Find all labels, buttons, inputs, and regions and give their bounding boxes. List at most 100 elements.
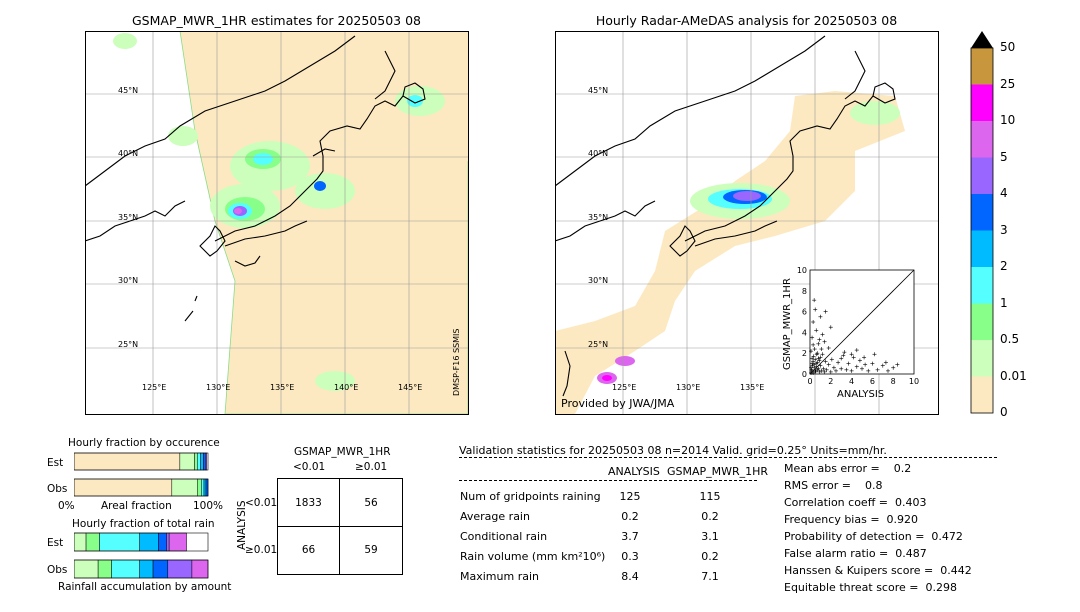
scatter-point xyxy=(883,360,888,365)
scatter-point xyxy=(857,358,862,363)
fraction-segment xyxy=(85,532,100,552)
scatter-point xyxy=(817,358,822,363)
fraction-segment xyxy=(152,559,169,579)
scatter-x-tick: 10 xyxy=(909,377,919,386)
validation-row-label: Rain volume (mm km²10⁶) xyxy=(460,550,606,563)
scatter-point xyxy=(811,370,816,375)
scatter-point xyxy=(812,298,817,303)
scatter-x-tick: 4 xyxy=(849,377,854,386)
fraction-segment xyxy=(194,452,198,471)
scatter-point xyxy=(824,367,829,372)
scatter-point xyxy=(842,350,847,355)
scatter-point xyxy=(821,366,826,371)
scatter-point xyxy=(831,365,836,370)
fraction-segment xyxy=(166,532,170,552)
fraction-segment xyxy=(97,559,112,579)
colorbar-segment xyxy=(971,194,993,231)
left-lon-label: 145°E xyxy=(398,383,423,392)
validation-header: Validation statistics for 20250503 08 n=… xyxy=(459,444,887,457)
validation-gsmap-value: 3.1 xyxy=(701,530,719,543)
validation-score: Equitable threat score = 0.298 xyxy=(784,581,957,594)
fraction-segment xyxy=(201,478,205,497)
scatter-point xyxy=(820,332,825,337)
fraction-segment xyxy=(200,452,204,471)
left-lon-label: 140°E xyxy=(334,383,359,392)
colorbar-label: 3 xyxy=(1000,222,1008,237)
left-lat-label: 45°N xyxy=(118,86,139,95)
scatter-point xyxy=(828,369,833,374)
scatter-point xyxy=(826,346,831,350)
scatter-point xyxy=(891,365,896,370)
occurrence-est-label: Est xyxy=(47,457,64,469)
validation-row-label: Average rain xyxy=(460,510,530,523)
rain-est-label: Est xyxy=(47,537,64,549)
scatter-point xyxy=(828,325,833,330)
colorbar-label: 2 xyxy=(1000,259,1008,273)
scatter-point xyxy=(811,320,816,324)
scatter-point xyxy=(834,368,838,373)
fraction-segment xyxy=(191,559,209,579)
colorbar-label: 50 xyxy=(1000,40,1016,54)
colorbar-label: 1 xyxy=(1000,295,1008,310)
scatter-point xyxy=(826,362,831,367)
right-lon-label: 130°E xyxy=(676,383,701,392)
scatter-x-tick: 8 xyxy=(891,377,896,386)
left-lat-label: 30°N xyxy=(118,276,139,285)
validation-score: Mean abs error = 0.2 xyxy=(784,462,912,475)
rain-fraction-title: Hourly fraction of total rain xyxy=(72,518,215,530)
contingency-col-label: ≥0.01 xyxy=(355,461,388,473)
occurrence-xlabel: Areal fraction xyxy=(101,500,172,512)
left-lat-label: 35°N xyxy=(118,213,139,222)
colorbar-label: 4 xyxy=(1000,186,1008,200)
scatter-y-tick: 6 xyxy=(802,308,807,317)
scatter-point xyxy=(860,366,864,371)
right-lat-label: 45°N xyxy=(588,86,609,95)
fraction-segment xyxy=(168,532,187,552)
scatter-point xyxy=(817,369,822,374)
scatter-x-tick: 0 xyxy=(807,377,812,386)
scatter-plot: 00 2 2 4 4 6 6 8 8 10 10 xyxy=(797,266,919,386)
scatter-point xyxy=(809,365,814,370)
contingency-col-label: <0.01 xyxy=(293,461,326,473)
validation-score: Correlation coeff = 0.403 xyxy=(784,496,927,509)
validation-divider xyxy=(459,480,757,481)
colorbar-segment xyxy=(971,267,993,304)
scatter-point xyxy=(866,368,871,373)
scatter-y-tick: 10 xyxy=(797,266,807,275)
validation-analysis-value: 0.3 xyxy=(621,550,639,563)
validation-score: Hanssen & Kuipers score = 0.442 xyxy=(784,564,972,577)
scatter-point xyxy=(829,357,834,362)
scatter-point xyxy=(815,360,820,365)
left-lat-label: 25°N xyxy=(118,340,139,349)
contingency-title: GSMAP_MWR_1HR xyxy=(294,446,391,458)
scatter-point xyxy=(809,349,814,354)
scatter-point xyxy=(839,356,844,361)
fraction-bar-frame xyxy=(74,452,209,471)
scatter-y-tick: 2 xyxy=(802,349,807,358)
validation-analysis-value: 8.4 xyxy=(621,570,639,583)
scatter-point xyxy=(810,356,815,361)
scatter-point xyxy=(851,355,856,360)
scatter-y-tick: 4 xyxy=(802,328,807,337)
occurrence-title: Hourly fraction by occurence xyxy=(68,437,220,449)
fraction-segment xyxy=(111,559,140,579)
fraction-segment xyxy=(74,559,99,579)
contingency-row-label: ≥0.01 xyxy=(245,544,278,556)
fraction-bar-frame xyxy=(74,532,209,552)
fraction-bar-frame xyxy=(74,478,209,497)
left-map-title: GSMAP_MWR_1HR estimates for 20250503 08 xyxy=(132,13,421,28)
fraction-segment xyxy=(205,478,209,497)
scatter-point xyxy=(819,368,824,373)
fraction-segment xyxy=(167,559,193,579)
validation-divider xyxy=(459,457,997,458)
right-lat-label: 40°N xyxy=(588,149,609,158)
right-lat-label: 30°N xyxy=(588,276,609,285)
colorbar-segment xyxy=(971,48,993,85)
validation-gsmap-value: 115 xyxy=(699,490,721,503)
scatter-point xyxy=(875,367,880,372)
colorbar-label: 10 xyxy=(1000,113,1016,127)
colorbar-segment xyxy=(971,376,993,413)
scatter-point xyxy=(811,354,816,359)
data-credit: Provided by JWA/JMA xyxy=(561,397,675,410)
contingency-cell: 66 xyxy=(301,544,316,556)
